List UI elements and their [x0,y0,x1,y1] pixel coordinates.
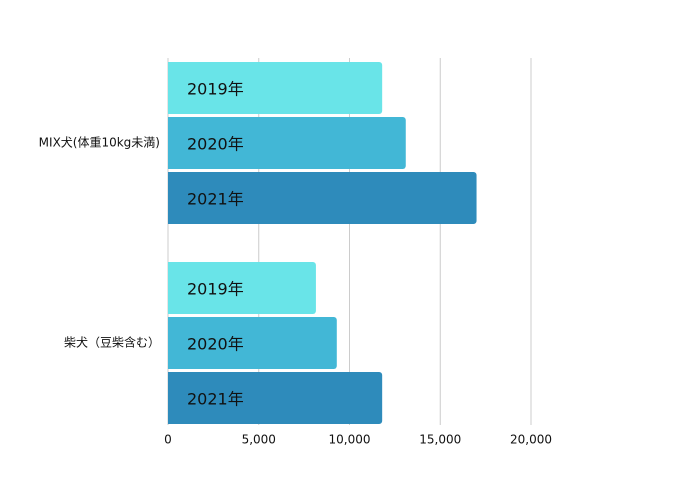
bar [168,172,477,224]
bar-label: 2020年 [187,335,244,354]
bar-label: 2021年 [187,190,244,209]
bar [167,317,337,369]
y-tick-label: MIX犬(体重10kg未満) [39,136,160,150]
bar [167,372,383,424]
bar-label: 2019年 [187,80,244,99]
x-tick-label: 0 [164,433,172,447]
x-tick-label: 20,000 [510,433,552,447]
bar-label: 2020年 [187,135,244,154]
x-tick-label: 15,000 [419,433,461,447]
bar [167,62,383,114]
x-tick-label: 10,000 [329,433,371,447]
y-tick-label: 柴犬（豆柴含む） [64,335,160,350]
bar [167,262,316,314]
bar [168,117,406,169]
bar-label: 2019年 [187,280,244,299]
bar-label: 2021年 [187,390,244,409]
x-tick-label: 5,000 [242,433,276,447]
